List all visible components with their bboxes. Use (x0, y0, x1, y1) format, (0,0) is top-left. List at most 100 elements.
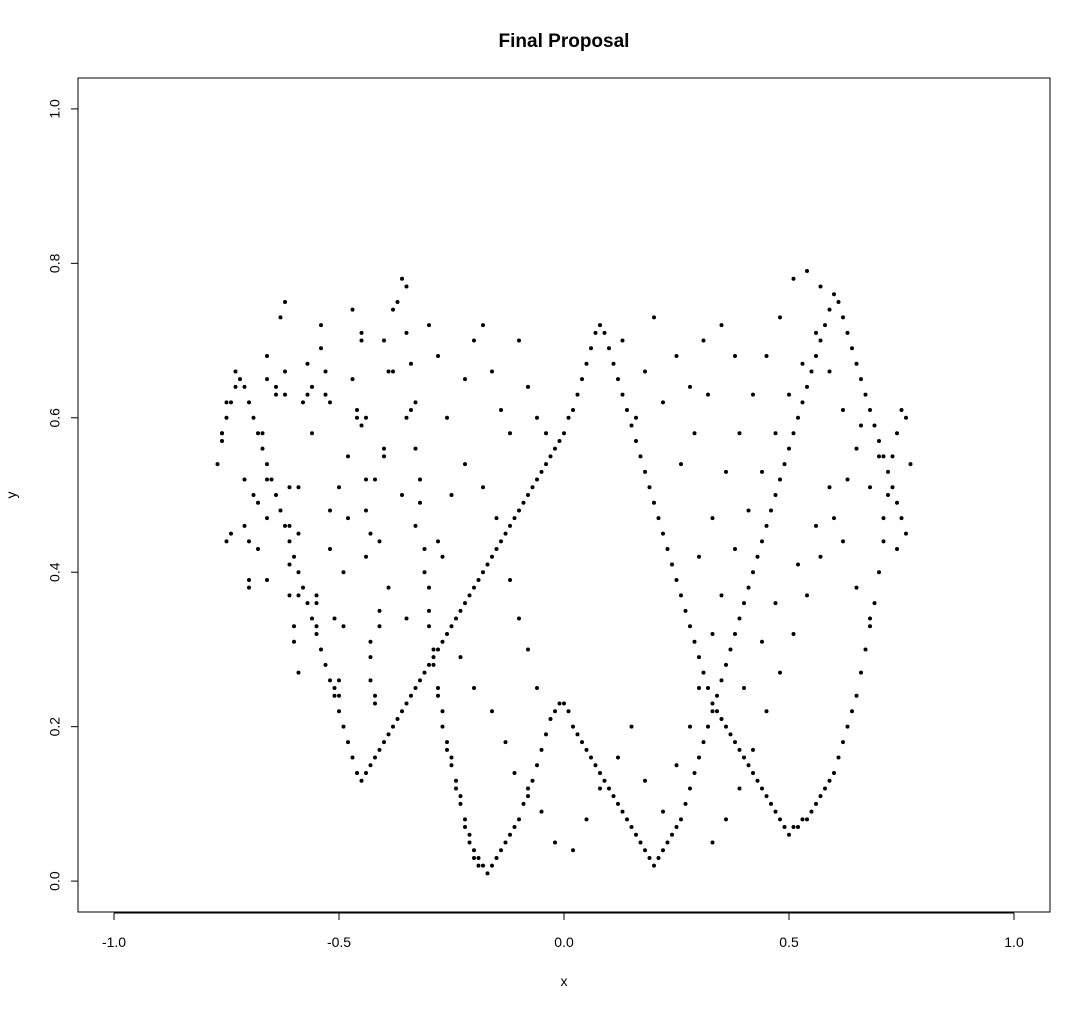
data-point (242, 523, 247, 528)
data-point (274, 384, 278, 389)
data-point (287, 562, 292, 567)
data-point (710, 709, 715, 714)
y-tick-label: 0.2 (47, 717, 63, 737)
data-point (490, 709, 494, 714)
data-point (310, 431, 314, 436)
data-point (436, 539, 440, 544)
data-point (409, 361, 413, 366)
data-point (526, 384, 530, 389)
data-point (220, 438, 224, 443)
data-point (224, 415, 229, 420)
data-point (616, 801, 620, 806)
data-point (868, 624, 872, 629)
data-point (440, 709, 445, 714)
data-point (566, 709, 571, 714)
data-point (251, 493, 256, 497)
data-point (499, 848, 503, 853)
data-point (467, 832, 472, 837)
data-point (823, 323, 827, 328)
data-point (634, 415, 638, 420)
data-point (670, 832, 674, 837)
data-point (890, 485, 895, 490)
data-point (400, 493, 404, 497)
data-point (332, 693, 337, 698)
data-point (472, 338, 476, 343)
data-point (337, 678, 341, 683)
data-point (791, 276, 796, 281)
data-point (305, 361, 310, 366)
data-point (337, 693, 341, 698)
data-point (652, 315, 656, 320)
data-point (359, 423, 364, 428)
data-point (238, 377, 242, 382)
data-point (229, 531, 233, 536)
data-point (805, 269, 809, 274)
data-point (782, 825, 787, 830)
data-point (314, 593, 319, 598)
data-point (440, 554, 445, 559)
data-point (571, 724, 575, 729)
data-point (562, 431, 566, 436)
data-point (634, 438, 638, 443)
x-tick-label: 0.5 (779, 934, 799, 950)
x-tick-label: -1.0 (102, 934, 126, 950)
data-point (517, 338, 521, 343)
data-point (737, 431, 742, 436)
data-point (332, 616, 337, 621)
data-point (319, 346, 323, 351)
data-point (877, 438, 881, 443)
data-point (877, 454, 881, 459)
data-point (868, 408, 872, 413)
data-point (701, 670, 706, 675)
data-point (818, 554, 823, 559)
data-point (449, 763, 454, 768)
data-point (728, 647, 733, 652)
data-point (701, 740, 706, 745)
data-point (364, 771, 368, 775)
data-point (512, 825, 517, 830)
data-point (364, 554, 368, 559)
data-point (845, 477, 850, 482)
data-point (850, 346, 854, 351)
data-point (832, 516, 836, 521)
data-point (580, 377, 584, 382)
data-point (530, 485, 535, 490)
data-point (791, 431, 796, 436)
data-point (697, 655, 701, 660)
data-point (841, 408, 845, 413)
data-point (598, 786, 602, 791)
data-point (314, 601, 319, 606)
data-point (863, 392, 868, 397)
plot-area-frame (77, 77, 1051, 913)
data-point (454, 778, 458, 783)
data-point (440, 639, 445, 644)
data-point (634, 832, 638, 837)
data-point (265, 516, 269, 521)
data-point (431, 662, 436, 667)
data-point (368, 678, 373, 683)
data-point (355, 415, 359, 420)
data-point (895, 500, 899, 505)
data-point (841, 539, 845, 544)
y-tick-label: 0.8 (47, 253, 63, 273)
data-point (391, 307, 395, 312)
data-point (674, 354, 679, 358)
data-point (404, 616, 409, 621)
data-point (404, 415, 409, 420)
data-point (742, 601, 746, 606)
data-point (373, 755, 377, 760)
data-point (247, 585, 251, 590)
data-point (706, 392, 710, 397)
data-point (445, 415, 449, 420)
data-point (796, 415, 800, 420)
data-point (607, 786, 611, 791)
data-point (773, 431, 778, 436)
data-point (661, 400, 665, 405)
data-point (814, 801, 818, 806)
data-point (899, 408, 904, 413)
data-point (413, 446, 418, 451)
data-point (769, 801, 773, 806)
data-point (427, 585, 431, 590)
data-point (800, 817, 805, 822)
data-point (683, 801, 688, 806)
